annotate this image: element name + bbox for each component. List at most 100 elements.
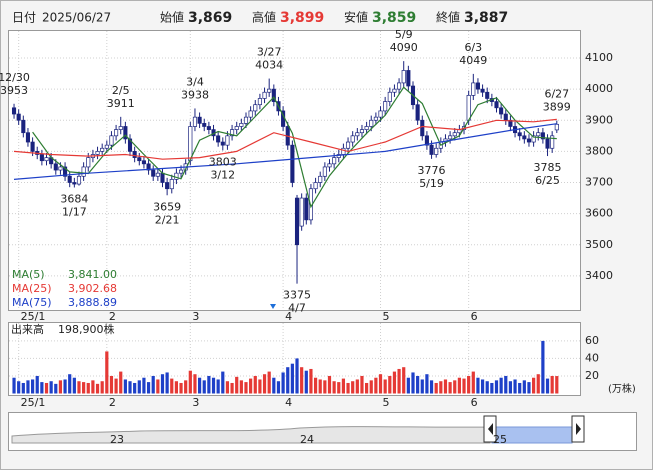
candle-body: [230, 129, 235, 137]
volume-bar: [522, 380, 526, 394]
annotation-value: 3375: [283, 289, 311, 302]
candle-body: [216, 135, 221, 143]
volume-bar: [504, 375, 508, 394]
annotation-date: 5/9: [395, 28, 413, 41]
y-tick-label: 3800: [585, 144, 613, 157]
candle-body: [429, 144, 434, 155]
y-tick-label: 3500: [585, 238, 613, 251]
volume-bar: [184, 380, 188, 394]
candle-body: [499, 107, 504, 115]
candle-body: [304, 197, 309, 221]
volume-bar: [91, 380, 95, 394]
candle-body: [141, 160, 146, 165]
candle-body: [480, 88, 485, 93]
candle-body: [86, 157, 91, 168]
volume-bar: [555, 376, 559, 394]
volume-bar: [77, 381, 81, 394]
volume-bar: [439, 381, 443, 394]
annotation-value: 3953: [0, 84, 28, 97]
candle-body: [67, 175, 72, 183]
candle-body: [369, 119, 374, 127]
candle-body: [262, 91, 267, 99]
volume-bar: [30, 379, 35, 394]
candle-body: [318, 175, 323, 183]
annotation-value: 4034: [255, 59, 283, 72]
y-tick-label: 3600: [585, 207, 613, 220]
y-tick-label: 4000: [585, 82, 613, 95]
candle-body: [95, 151, 100, 155]
candle-body: [127, 138, 133, 152]
candle-body: [350, 135, 355, 143]
annotation-date: 1/17: [62, 205, 87, 218]
annotation-date: 3/4: [186, 75, 204, 88]
candle-body: [401, 70, 406, 84]
annotation-date: 2/21: [155, 213, 180, 226]
volume-bar: [304, 370, 308, 394]
candle-body: [30, 141, 35, 152]
volume-bar: [68, 374, 72, 394]
volume-bar: [453, 380, 457, 394]
annotation-date: 6/3: [464, 41, 482, 54]
candle-body: [169, 179, 174, 190]
volume-bar: [211, 377, 216, 394]
volume-bar: [480, 379, 485, 394]
legend-name: MA(75): [12, 296, 52, 309]
volume-bar: [365, 382, 369, 394]
volume-bar: [518, 382, 522, 394]
volume-bar: [225, 381, 230, 394]
volume-bar: [221, 371, 225, 394]
volume-bar: [63, 379, 67, 394]
volume-bar: [341, 378, 346, 394]
candle-body: [76, 175, 82, 185]
low-value: 3,859: [372, 10, 416, 26]
volume-bar: [123, 379, 127, 394]
volume-bar: [40, 382, 44, 394]
candle-body: [466, 95, 471, 121]
candle-body: [550, 135, 555, 149]
candle-body: [345, 141, 351, 149]
legend-value: 3,841.00: [68, 268, 117, 281]
candle-body: [336, 154, 341, 158]
candle-body: [536, 132, 541, 137]
annotation-value: 3659: [153, 200, 181, 213]
volume-bar: [249, 378, 253, 394]
candle-body: [192, 116, 198, 127]
volume-bar: [21, 382, 25, 394]
candle-body: [526, 138, 532, 143]
candle-body: [434, 147, 439, 155]
annotation-value: 3785: [534, 161, 562, 174]
volume-bar: [374, 377, 378, 394]
annotation-value: 3911: [107, 97, 135, 110]
candle-body: [322, 166, 327, 177]
right-arrow: [576, 423, 581, 435]
candle-body: [16, 113, 21, 121]
annotation-date: 6/25: [535, 174, 560, 187]
annotation-value: 3803: [209, 155, 237, 168]
volume-bar: [258, 379, 262, 394]
candle-body: [202, 123, 207, 127]
annotation-value: 3776: [418, 164, 446, 177]
volume-bar: [286, 367, 290, 394]
volume-panel: [8, 322, 581, 396]
volume-bar: [58, 380, 63, 394]
volume-bar: [309, 368, 313, 394]
candle-body: [39, 154, 44, 162]
volume-unit: (万株): [608, 382, 636, 395]
candle-body: [271, 88, 276, 102]
candle-body: [155, 172, 160, 177]
volume-bar: [95, 383, 100, 394]
candle-body: [53, 163, 58, 171]
annotation-date: 6/27: [544, 88, 569, 101]
navigator-history: [11, 426, 491, 444]
volume-bar: [397, 368, 401, 394]
navigator-year: 24: [300, 433, 314, 446]
y-tick-label: 20: [585, 369, 599, 382]
volume-bar: [532, 377, 536, 394]
volume-bar: [369, 380, 373, 394]
candle-body: [225, 135, 230, 146]
volume-bar: [457, 377, 461, 394]
volume-bar: [513, 379, 517, 394]
volume-bar: [137, 380, 141, 394]
date-label: 日付: [12, 11, 36, 25]
